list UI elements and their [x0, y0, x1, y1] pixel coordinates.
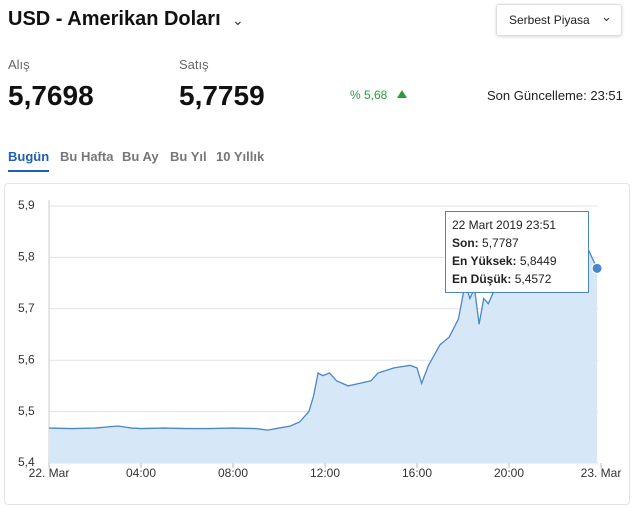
tooltip-value: 5,8449: [519, 254, 557, 268]
sell-label: Satış: [179, 57, 209, 72]
last-point: [591, 262, 603, 274]
y-tick-label: 5,7: [18, 301, 35, 315]
y-tick-label: 5,5: [18, 404, 35, 418]
x-tick-label: 22. Mar: [29, 466, 70, 480]
tab[interactable]: Bu Yıl: [170, 149, 207, 164]
change: % 5,68: [350, 88, 388, 102]
tab[interactable]: Bu Hafta: [60, 149, 114, 164]
tooltip-value: 5,4572: [514, 272, 552, 286]
y-tick-label: 5,9: [18, 198, 35, 212]
tooltip-label: En Yüksek:: [452, 254, 517, 268]
tooltip-label: Son:: [452, 236, 479, 250]
tooltip-value: 5,7787: [482, 236, 519, 250]
sell-value: 5,7759: [179, 80, 265, 111]
tab[interactable]: 10 Yıllık: [216, 149, 265, 164]
buy-value: 5,7698: [8, 80, 94, 111]
y-tick-label: 5,8: [18, 250, 35, 264]
market-select[interactable]: Serbest Piyasa ⌄: [496, 4, 622, 36]
x-tick-label: 20:00: [494, 466, 524, 480]
buy-label: Alış: [8, 57, 30, 72]
market-label: Serbest Piyasa: [509, 13, 590, 27]
x-tick-label: 16:00: [402, 466, 432, 480]
x-tick-label: 12:00: [310, 466, 340, 480]
tooltip: 22 Mart 2019 23:51 Son: 5,7787 En Yüksek…: [445, 211, 589, 293]
y-tick-label: 5,6: [18, 352, 35, 366]
area: [49, 234, 598, 463]
y-tick-label: 5,4: [18, 455, 35, 469]
select-chevron: ⌄: [601, 9, 612, 24]
x-tick-label: 04:00: [126, 466, 156, 480]
x-tick-label: 23. Mar: [581, 466, 622, 480]
x-tick-label: 08:00: [218, 466, 248, 480]
up-arrow: [397, 90, 407, 98]
tab[interactable]: Bugün: [8, 149, 50, 172]
chart-panel: [4, 183, 630, 505]
title: USD - Amerikan Doları: [8, 8, 221, 30]
updated: Son Güncelleme: 23:51: [487, 88, 623, 103]
tooltip-date: 22 Mart 2019 23:51: [452, 218, 557, 232]
tab[interactable]: Bu Ay: [122, 149, 159, 164]
tooltip-label: En Düşük:: [452, 272, 512, 286]
title-chevron[interactable]: ⌄: [232, 12, 244, 28]
